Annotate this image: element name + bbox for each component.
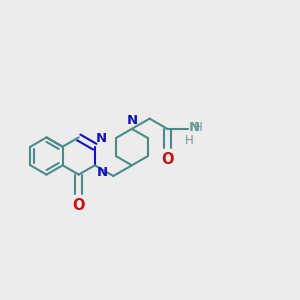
Text: H: H	[184, 134, 193, 147]
Text: N: N	[96, 166, 107, 179]
Text: N: N	[189, 121, 200, 134]
Text: N: N	[126, 114, 137, 127]
Text: H: H	[194, 121, 203, 134]
Text: O: O	[73, 198, 85, 213]
Text: O: O	[161, 152, 174, 167]
Text: N: N	[96, 132, 107, 145]
